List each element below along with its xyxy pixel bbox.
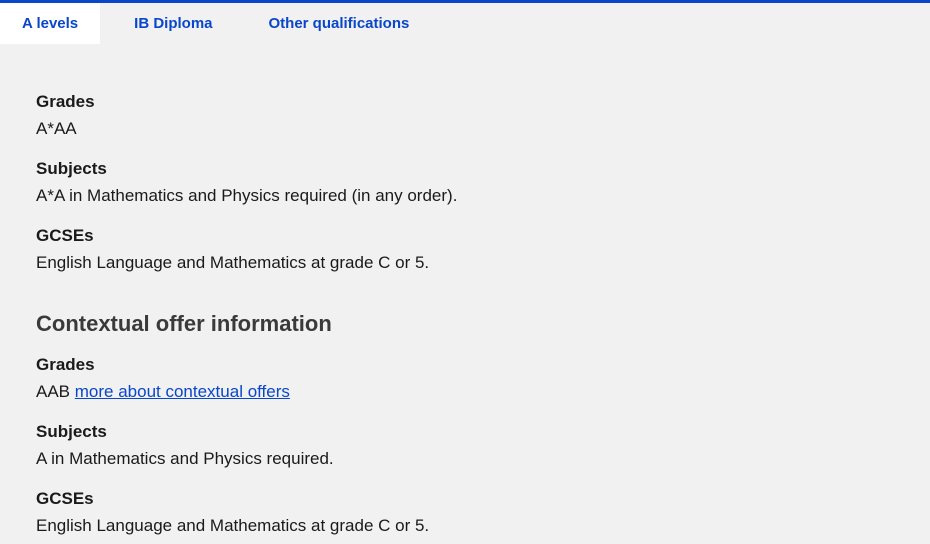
grades-value: A*AA — [36, 118, 894, 141]
contextual-subjects-value: A in Mathematics and Physics required. — [36, 448, 894, 471]
grades-label: Grades — [36, 92, 894, 112]
tab-other-qualifications[interactable]: Other qualifications — [247, 3, 432, 44]
contextual-grades-prefix: AAB — [36, 382, 75, 401]
tabs-bar: A levels IB Diploma Other qualifications — [0, 0, 930, 44]
tab-panel: Grades A*AA Subjects A*A in Mathematics … — [0, 44, 930, 544]
contextual-gcses-value: English Language and Mathematics at grad… — [36, 515, 894, 538]
contextual-offer-header: Contextual offer information — [36, 311, 894, 337]
contextual-grades-label: Grades — [36, 355, 894, 375]
contextual-subjects-label: Subjects — [36, 422, 894, 442]
gcses-value: English Language and Mathematics at grad… — [36, 252, 894, 275]
contextual-gcses-label: GCSEs — [36, 489, 894, 509]
tab-a-levels[interactable]: A levels — [0, 3, 100, 44]
subjects-label: Subjects — [36, 159, 894, 179]
subjects-value: A*A in Mathematics and Physics required … — [36, 185, 894, 208]
tab-ib-diploma[interactable]: IB Diploma — [112, 3, 234, 44]
gcses-label: GCSEs — [36, 226, 894, 246]
contextual-grades-value: AAB more about contextual offers — [36, 381, 894, 404]
contextual-offers-link[interactable]: more about contextual offers — [75, 382, 290, 401]
